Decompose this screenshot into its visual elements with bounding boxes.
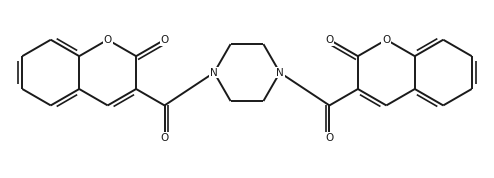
Text: N: N [210, 68, 218, 78]
Text: O: O [161, 35, 168, 45]
Text: O: O [326, 133, 333, 143]
Text: O: O [104, 35, 112, 45]
Text: O: O [161, 133, 168, 143]
Text: O: O [326, 35, 333, 45]
Text: O: O [382, 35, 390, 45]
Text: N: N [276, 68, 284, 78]
